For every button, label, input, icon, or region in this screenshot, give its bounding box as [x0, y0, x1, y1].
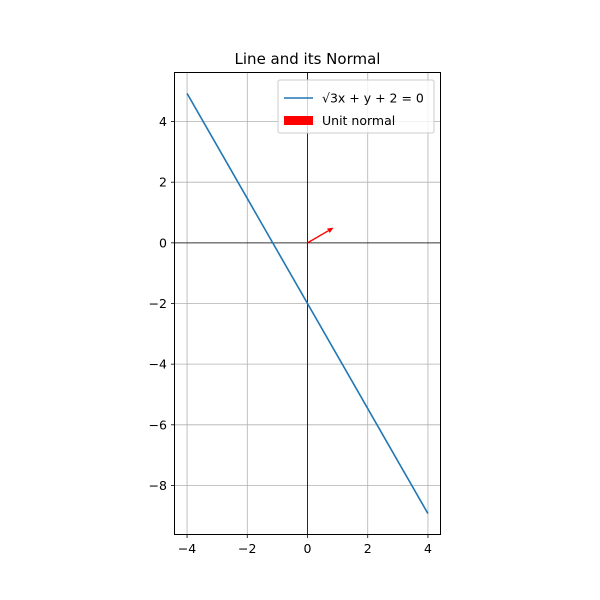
y-tick-label: 4: [159, 114, 167, 129]
x-tick-label: 2: [364, 541, 372, 556]
legend-box: [277, 79, 435, 134]
y-tick-label: −4: [149, 357, 167, 372]
x-tick-label: −2: [238, 541, 256, 556]
legend-arrow-swatch: [284, 116, 313, 125]
x-tick-label: 4: [424, 541, 432, 556]
data-series: [186, 92, 429, 515]
legend-label-line: √3x + y + 2 = 0: [322, 91, 424, 106]
y-tick-label: −2: [149, 296, 167, 311]
x-axis-ticks: −4 −2 0 2 4: [178, 534, 432, 556]
normal-arrow-head: [327, 227, 334, 233]
legend: √3x + y + 2 = 0 Unit normal: [277, 79, 435, 134]
x-tick-label: 0: [304, 541, 312, 556]
y-tick-label: −6: [149, 417, 167, 432]
line-series: [186, 92, 429, 515]
x-tick-label: −4: [178, 541, 196, 556]
y-tick-label: −8: [149, 478, 167, 493]
chart-title: Line and its Normal: [235, 50, 381, 68]
normal-arrow-shaft: [307, 230, 329, 244]
y-tick-label: 2: [159, 175, 167, 190]
y-tick-label: 0: [159, 235, 167, 250]
y-axis-ticks: 4 2 0 −2 −4 −6 −8: [149, 114, 175, 493]
legend-label-normal: Unit normal: [322, 113, 395, 128]
